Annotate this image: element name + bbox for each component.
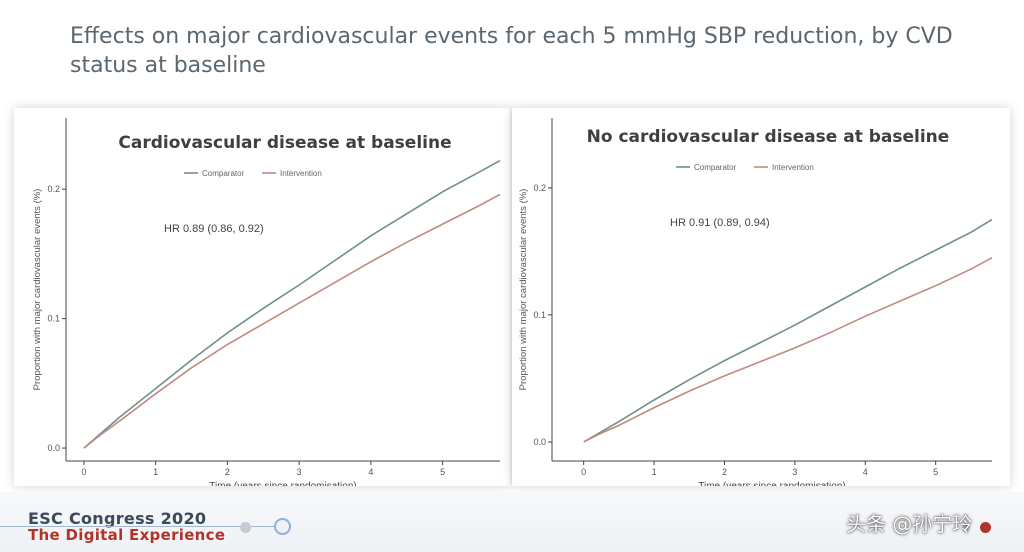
x-tick-label: 5 — [440, 467, 445, 477]
x-axis-label: Time (years since randomisation) — [698, 481, 845, 486]
y-tick-label: 0.1 — [533, 310, 546, 320]
series-line-comparator — [83, 159, 501, 449]
x-tick-label: 4 — [863, 467, 868, 477]
footer-dot-icon — [240, 522, 251, 533]
legend-entry: Comparator — [202, 169, 245, 178]
series-line-intervention — [583, 256, 993, 443]
y-tick-label: 0.0 — [47, 443, 60, 453]
chart-panel-no-cvd: 0 1 2 3 4 5 0.0 0.1 0.2 Proportion with major car… — [512, 108, 1010, 486]
event-subtitle: The Digital Experience — [28, 526, 226, 544]
y-tick-label: 0.1 — [47, 314, 60, 324]
legend-entry: Intervention — [280, 169, 322, 178]
x-tick-label: 4 — [368, 467, 373, 477]
x-tick-label: 0 — [81, 467, 86, 477]
slide-title: Effects on major cardiovascular events f… — [70, 24, 953, 78]
y-tick-label: 0.0 — [533, 437, 546, 447]
footer-ring-icon — [274, 518, 291, 535]
chart-svg-no-cvd: 0 1 2 3 4 5 0.0 0.1 0.2 Proportion with major car… — [518, 118, 993, 486]
legend-entry: Comparator — [694, 163, 737, 172]
x-tick-label: 5 — [933, 467, 938, 477]
y-tick-label: 0.2 — [47, 184, 60, 194]
event-name: ESC Congress 2020 — [28, 509, 207, 528]
x-tick-label: 3 — [792, 467, 797, 477]
footer-dot-icon — [962, 524, 970, 532]
footer-progress-line — [0, 526, 282, 527]
hazard-ratio-annotation: HR 0.89 (0.86, 0.92) — [164, 223, 264, 235]
x-tick-label: 1 — [652, 467, 657, 477]
y-axis-label: Proportion with major cardiovascular eve… — [518, 189, 529, 391]
chart-title: Cardiovascular disease at baseline — [118, 133, 451, 153]
watermark-text: 头条 @孙宁玲 — [846, 512, 973, 536]
series-line-intervention — [83, 193, 501, 449]
x-axis-label: Time (years since randomisation) — [209, 481, 356, 486]
x-tick-label: 3 — [297, 467, 302, 477]
footer-bar: ESC Congress 2020 The Digital Experience — [0, 492, 1024, 552]
chart-title: No cardiovascular disease at baseline — [587, 127, 950, 147]
y-tick-label: 0.2 — [533, 183, 546, 193]
chart-panel-cvd: 0 1 2 3 4 5 0.0 0.1 0.2 Proportion with major car… — [14, 108, 510, 486]
footer-record-dot-icon — [980, 522, 991, 533]
y-axis-label: Proportion with major cardiovascular eve… — [32, 189, 43, 391]
x-tick-label: 1 — [153, 467, 158, 477]
series-line-comparator — [583, 218, 993, 443]
x-tick-label: 2 — [225, 467, 230, 477]
x-tick-label: 0 — [581, 467, 586, 477]
chart-svg-cvd: 0 1 2 3 4 5 0.0 0.1 0.2 Proportion with major car… — [32, 118, 501, 486]
x-tick-label: 2 — [722, 467, 727, 477]
hazard-ratio-annotation: HR 0.91 (0.89, 0.94) — [670, 217, 770, 229]
legend-entry: Intervention — [772, 163, 814, 172]
